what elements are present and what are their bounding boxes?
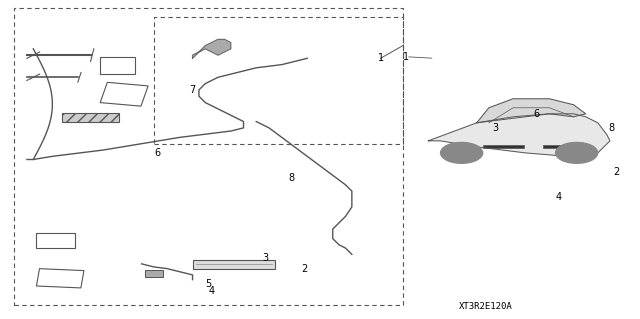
Bar <box>100 57 135 74</box>
Text: 4: 4 <box>556 192 562 203</box>
Polygon shape <box>193 39 231 58</box>
Bar <box>62 113 119 122</box>
Text: 5: 5 <box>205 279 212 289</box>
Circle shape <box>556 142 598 163</box>
Bar <box>36 269 84 288</box>
Text: 2: 2 <box>613 167 620 177</box>
Text: 3: 3 <box>263 253 269 263</box>
Text: XT3R2E120A: XT3R2E120A <box>459 302 513 311</box>
Bar <box>543 145 585 148</box>
Circle shape <box>440 142 483 163</box>
Text: 5: 5 <box>454 148 460 158</box>
Text: 8: 8 <box>609 123 615 133</box>
Polygon shape <box>428 114 610 156</box>
Text: 3: 3 <box>492 123 499 133</box>
Text: 7: 7 <box>189 85 196 95</box>
Bar <box>36 233 75 248</box>
Polygon shape <box>477 99 586 123</box>
Bar <box>193 260 275 269</box>
Bar <box>483 145 524 148</box>
Text: 8: 8 <box>288 174 294 183</box>
Bar <box>100 82 148 106</box>
Text: 6: 6 <box>154 148 161 158</box>
Text: 1: 1 <box>403 52 409 62</box>
Text: 1: 1 <box>378 53 383 63</box>
Text: 6: 6 <box>534 109 540 119</box>
Bar <box>145 270 163 277</box>
Text: 4: 4 <box>209 286 215 296</box>
Text: 2: 2 <box>301 263 307 274</box>
